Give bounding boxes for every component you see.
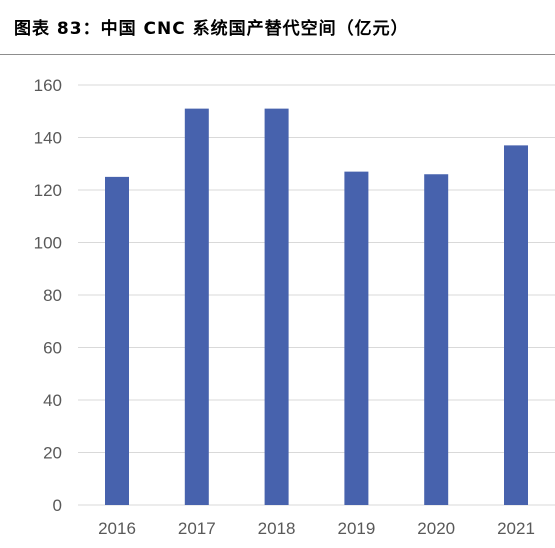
bar-2021 <box>504 145 528 505</box>
bar-2020 <box>424 174 449 505</box>
x-tick-label: 2018 <box>258 519 296 538</box>
bar-2016 <box>105 176 129 505</box>
y-tick-label: 80 <box>43 286 62 305</box>
y-tick-label: 20 <box>43 444 62 463</box>
y-tick-label: 0 <box>53 496 62 515</box>
bar-2017 <box>184 108 209 505</box>
x-axis-ticks: 2016 2017 2018 2019 2020 2021 <box>98 519 535 538</box>
bar-2019 <box>344 171 369 505</box>
y-tick-label: 60 <box>43 339 62 358</box>
bar-chart: 0 20 40 60 80 100 120 140 160 2016 2017 2018 2019 20… <box>0 56 555 544</box>
y-tick-label: 140 <box>34 129 62 148</box>
y-tick-label: 40 <box>43 391 62 410</box>
x-tick-label: 2021 <box>497 519 535 538</box>
y-tick-label: 160 <box>34 76 62 95</box>
x-tick-label: 2017 <box>178 519 216 538</box>
y-tick-label: 120 <box>34 181 62 200</box>
bars <box>105 108 528 505</box>
title-divider <box>0 54 555 55</box>
figure-title: 图表 83：中国 CNC 系统国产替代空间（亿元） <box>14 19 409 39</box>
y-axis-ticks: 0 20 40 60 80 100 120 140 160 <box>34 76 62 515</box>
x-tick-label: 2016 <box>98 519 136 538</box>
bar-2018 <box>264 108 289 505</box>
x-tick-label: 2019 <box>337 519 375 538</box>
y-tick-label: 100 <box>34 234 62 253</box>
x-tick-label: 2020 <box>417 519 455 538</box>
gridlines <box>78 84 555 506</box>
